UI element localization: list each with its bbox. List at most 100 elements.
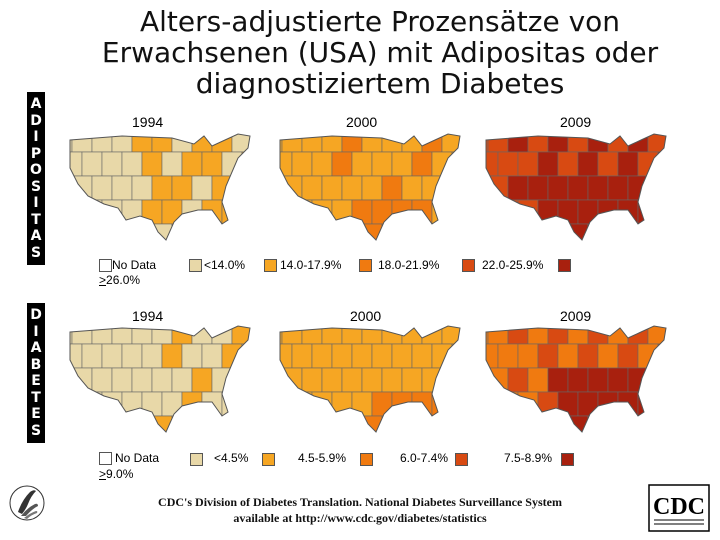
- state-region: [70, 175, 73, 201]
- state-region: [131, 326, 153, 345]
- state-region: [291, 151, 313, 177]
- state-region: [537, 151, 559, 177]
- map-obesity-2000: [279, 133, 461, 241]
- state-region: [171, 223, 193, 240]
- state-region: [381, 326, 403, 345]
- state-region: [537, 391, 559, 417]
- state-region: [486, 367, 489, 393]
- year-label-obesity-2009: 2009: [560, 114, 592, 130]
- state-region: [537, 343, 559, 369]
- state-region: [111, 326, 133, 345]
- state-region: [321, 223, 343, 240]
- legend-label-class3-diabetes: 6.0-7.4%: [400, 451, 449, 465]
- state-region: [301, 175, 323, 201]
- state-region: [527, 175, 549, 201]
- state-region: [657, 391, 666, 417]
- state-region: [161, 151, 183, 177]
- state-region: [280, 367, 283, 393]
- state-region: [151, 367, 173, 393]
- state-region: [607, 326, 629, 345]
- state-region: [607, 415, 629, 432]
- state-region: [121, 343, 143, 369]
- state-region: [381, 367, 403, 393]
- state-region: [657, 343, 666, 369]
- page-title: Alters-adjustierte Prozensätze von Erwac…: [101, 5, 659, 100]
- state-region: [607, 134, 629, 153]
- state-region: [486, 391, 499, 417]
- state-region: [321, 326, 343, 345]
- state-region: [411, 343, 433, 369]
- year-label-obesity-1994: 1994: [132, 114, 164, 130]
- state-region: [361, 326, 383, 345]
- state-region: [81, 199, 103, 225]
- state-region: [587, 367, 609, 393]
- state-region: [191, 326, 213, 345]
- state-region: [441, 223, 460, 240]
- state-region: [70, 415, 73, 432]
- state-region: [321, 175, 343, 201]
- state-region: [161, 199, 183, 225]
- state-region: [91, 175, 113, 201]
- state-region: [81, 151, 103, 177]
- state-region: [587, 134, 609, 153]
- state-region: [171, 134, 193, 153]
- legend-label-class1: <14.0%: [204, 258, 246, 272]
- state-region: [331, 391, 353, 417]
- state-region: [211, 415, 233, 432]
- state-region: [91, 367, 113, 393]
- state-region: [527, 415, 549, 432]
- state-region: [486, 175, 489, 201]
- state-region: [311, 151, 333, 177]
- state-region: [617, 343, 639, 369]
- state-region: [507, 175, 529, 201]
- legend-label-class5-diabetes: >9.0%: [99, 467, 134, 481]
- state-region: [331, 199, 353, 225]
- legend-label-no-data-diabetes: No Data: [115, 451, 160, 465]
- state-region: [81, 343, 103, 369]
- state-region: [381, 134, 403, 153]
- legend-label-class2-diabetes: 4.5-5.9%: [298, 451, 347, 465]
- state-region: [191, 175, 213, 201]
- legend-label-class1-diabetes: <4.5%: [214, 451, 249, 465]
- state-region: [181, 343, 203, 369]
- state-region: [81, 391, 103, 417]
- map-diabetes-2000: [279, 325, 461, 433]
- state-region: [391, 151, 413, 177]
- state-region: [241, 151, 250, 177]
- state-region: [527, 134, 549, 153]
- state-region: [241, 199, 250, 225]
- state-region: [627, 134, 649, 153]
- state-region: [497, 151, 519, 177]
- state-region: [361, 175, 383, 201]
- legend-swatch-class1: [189, 259, 202, 272]
- state-region: [341, 367, 363, 393]
- state-region: [617, 151, 639, 177]
- state-region: [401, 175, 423, 201]
- state-region: [401, 134, 423, 153]
- state-region: [421, 223, 443, 240]
- state-region: [131, 367, 153, 393]
- state-region: [91, 326, 113, 345]
- legend-swatch-class4-diabetes: [455, 453, 468, 466]
- state-region: [231, 223, 250, 240]
- state-region: [280, 223, 283, 240]
- state-region: [381, 223, 403, 240]
- legend-label-no-data: No Data: [112, 258, 157, 272]
- state-region: [507, 134, 529, 153]
- state-region: [111, 223, 133, 240]
- state-region: [131, 134, 153, 153]
- state-region: [231, 415, 250, 432]
- state-region: [487, 415, 509, 432]
- state-region: [567, 134, 589, 153]
- state-region: [657, 199, 666, 225]
- state-region: [577, 199, 599, 225]
- state-region: [371, 391, 393, 417]
- state-region: [507, 326, 529, 345]
- state-region: [527, 223, 549, 240]
- footer-line-2: available at http://www.cdc.gov/diabetes…: [233, 511, 487, 525]
- state-region: [421, 415, 443, 432]
- state-region: [111, 134, 133, 153]
- state-region: [191, 134, 213, 153]
- state-region: [141, 343, 163, 369]
